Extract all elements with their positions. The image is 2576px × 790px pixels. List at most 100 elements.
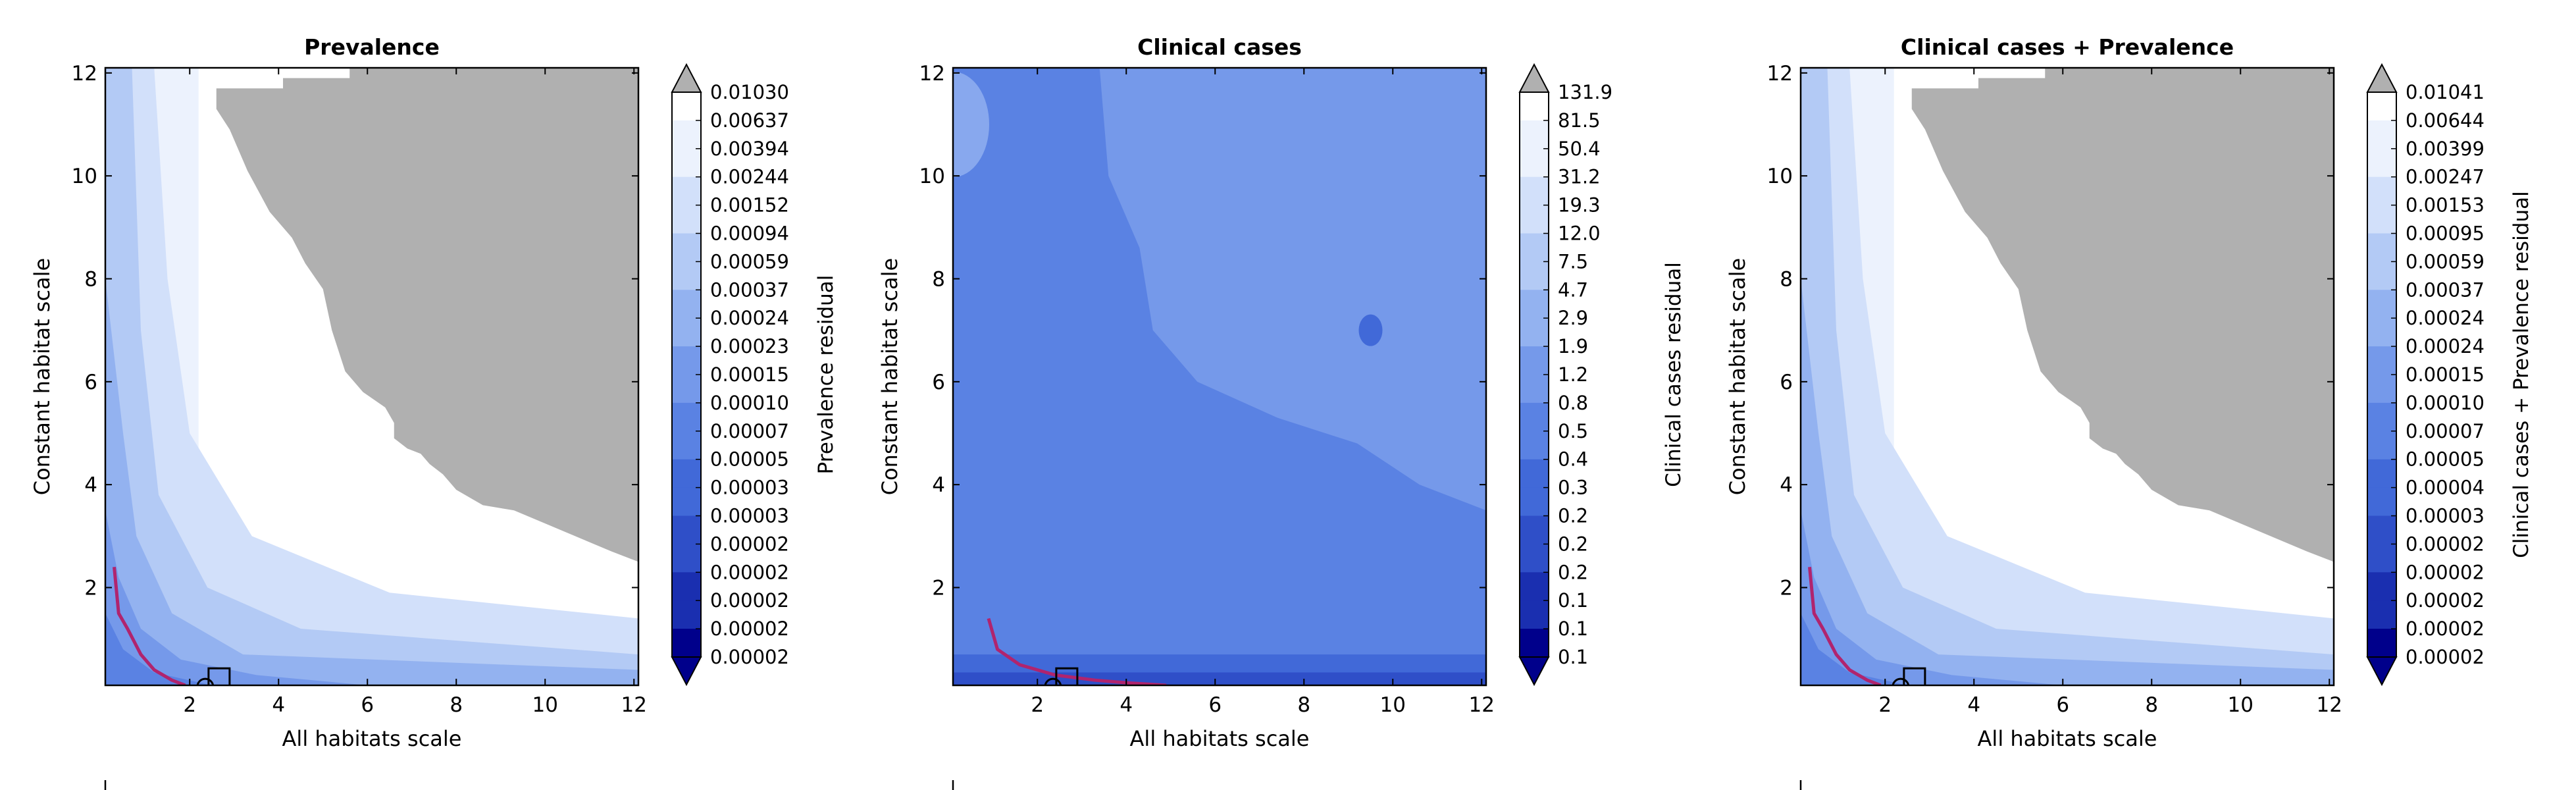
x-tick-label: 8 [450, 693, 463, 717]
y-tick-label: 2 [932, 576, 945, 600]
x-tick-label: 4 [272, 693, 285, 717]
y-tick-label: 10 [1767, 165, 1793, 188]
x-tick-label: 6 [361, 693, 374, 717]
colorbar-segment [2367, 346, 2396, 375]
contour-line [113, 566, 186, 685]
colorbar-tick-label: 0.00004 [2406, 477, 2485, 499]
x-axis-label: All habitats scale [1978, 726, 2157, 751]
colorbar-tick-label: 0.00002 [710, 533, 789, 555]
colorbar: 131.9 81.5 50.4 31.2 19.3 12.0 7.5 4.7 2.9 1.9 1.2… [1518, 63, 1686, 687]
colorbar-segment [672, 290, 701, 319]
y-tick-label: 4 [84, 473, 97, 497]
colorbar-tick-label: 7.5 [1558, 250, 1588, 273]
colorbar-segment [672, 318, 701, 347]
y-tick-label: 2 [1780, 576, 1793, 600]
colorbar-tick-label: 4.7 [1558, 278, 1588, 301]
y-tick-label: 12 [919, 62, 945, 86]
colorbar-tick-label: 0.00005 [2406, 448, 2485, 471]
panel-1: 2 4 6 8 10 12 2 4 6 8 10 12 Prevalence All habitats s… [30, 34, 838, 790]
x-tick-label: 10 [532, 693, 558, 717]
colorbar-segment [1520, 346, 1549, 375]
colorbar-tick-label: 0.00247 [2406, 166, 2485, 188]
x-tick-label: 4 [1120, 693, 1133, 717]
y-tick-label: 12 [1767, 62, 1793, 86]
colorbar-segment [672, 261, 701, 290]
colorbar-tick-label: 0.5 [1558, 420, 1588, 442]
colorbar-tick-label: 0.00003 [710, 477, 789, 499]
colorbar: 0.01030 0.00637 0.00394 0.00244 0.00152 0.000… [671, 63, 838, 687]
colorbar-tick-label: 0.8 [1558, 392, 1588, 414]
marker-circle [196, 677, 215, 685]
colorbar-segment [1520, 402, 1549, 432]
colorbar-tick-label: 0.00059 [710, 250, 789, 273]
colorbar-segment [672, 346, 701, 375]
x-tick-label: 12 [1469, 693, 1495, 717]
colorbar-segment [672, 148, 701, 178]
y-tick-label: 6 [1780, 371, 1793, 394]
plot-area [105, 68, 638, 685]
colorbar-segment [2367, 544, 2396, 573]
colorbar-top-extension [1518, 63, 1550, 93]
colorbar-segment [672, 544, 701, 573]
colorbar-tick-label: 81.5 [1558, 109, 1601, 132]
colorbar-segment [2367, 120, 2396, 149]
colorbar-tick-label: 0.00095 [2406, 223, 2485, 245]
x-tick-label: 2 [183, 693, 196, 717]
contour-line [1808, 566, 1882, 685]
plot-frame [1799, 66, 2335, 687]
colorbar-segment [1520, 120, 1549, 149]
colorbar-segment [1520, 233, 1549, 262]
colorbar-segment [2367, 515, 2396, 544]
colorbar-segment [672, 515, 701, 544]
colorbar-segment [1520, 148, 1549, 178]
y-axis-label: Constant habitat scale [877, 258, 902, 495]
colorbar-top-extension [671, 63, 702, 93]
colorbar-segment [1520, 431, 1549, 460]
colorbar-tick-label: 0.00005 [710, 448, 789, 471]
colorbar-segment [1520, 629, 1549, 658]
colorbar-tick-label: 0.00002 [2406, 646, 2485, 668]
colorbar-segment [672, 600, 701, 629]
x-axis-label: All habitats scale [282, 726, 462, 751]
small-blob [1358, 314, 1383, 346]
colorbar-segment [672, 459, 701, 488]
colorbar-tick-label: 0.2 [1558, 533, 1588, 555]
colorbar-tick-label: 0.00153 [2406, 194, 2485, 217]
colorbar-segment [1520, 318, 1549, 347]
colorbar-tick-label: 0.00023 [710, 335, 789, 357]
colorbar-segment [672, 431, 701, 460]
y-tick-label: 10 [72, 165, 97, 188]
colorbar-tick-label: 0.2 [1558, 505, 1588, 527]
colorbar-tick-label: 0.00399 [2406, 138, 2485, 160]
y-tick-label: 10 [919, 165, 945, 188]
colorbar-segment [672, 176, 701, 206]
colorbar-tick-label: 0.00644 [2406, 109, 2485, 132]
y-tick-label: 4 [932, 473, 945, 497]
colorbar-tick-label: 0.00024 [2406, 307, 2485, 329]
colorbar-tick-label: 0.00637 [710, 109, 789, 132]
y-axis-label: Constant habitat scale [1725, 258, 1750, 495]
marker-circle [1044, 677, 1062, 685]
colorbar-tick-label: 0.00015 [710, 363, 789, 386]
colorbar-tick-label: 0.00037 [2406, 278, 2485, 301]
colorbar-segment [2367, 205, 2396, 234]
colorbar-label: Prevalence residual [814, 275, 838, 475]
y-tick-label: 12 [72, 62, 97, 86]
colorbar-segment [2367, 600, 2396, 629]
colorbar-tick-label: 0.4 [1558, 448, 1588, 471]
x-axis-label: All habitats scale [1130, 726, 1310, 751]
colorbar-tick-label: 0.00010 [2406, 392, 2485, 414]
colorbar-segment [2367, 176, 2396, 206]
colorbar-tick-label: 0.00002 [2406, 589, 2485, 612]
colorbar-tick-label: 0.00002 [710, 589, 789, 612]
colorbar-tick-label: 2.9 [1558, 307, 1588, 329]
y-tick-label: 2 [84, 576, 97, 600]
gray-region [1911, 68, 2334, 562]
colorbar-tick-label: 0.01041 [2406, 81, 2485, 103]
contour-band-1 [105, 68, 638, 685]
y-tick-label: 6 [84, 371, 97, 394]
y-axis-label: Constant habitat scale [30, 258, 55, 495]
colorbar-tick-label: 1.2 [1558, 363, 1588, 386]
colorbar-segment [2367, 629, 2396, 658]
